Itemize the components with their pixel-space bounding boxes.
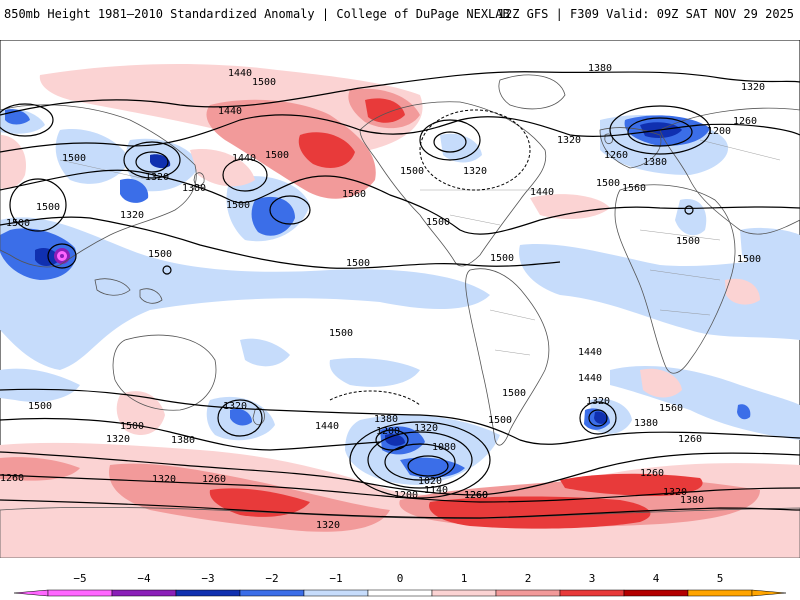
contour-label: 1260	[0, 473, 24, 484]
contour-label: 1320	[145, 172, 169, 183]
contour-label: 1260	[464, 490, 488, 501]
model-valid-time: 12Z GFS | F309 Valid: 09Z SAT NOV 29 202…	[497, 7, 794, 21]
contour-label: 1440	[315, 421, 339, 432]
contour-label: 1260	[640, 468, 664, 479]
contour-label: 1320	[414, 423, 438, 434]
contour-label: 1320	[741, 82, 765, 93]
contour-label: 1140	[424, 485, 448, 496]
colorbar-svg: −5 −4 −3 −2 −1 0 1 2 3 4 5	[13, 572, 787, 597]
colorbar-arrow-left	[13, 589, 49, 597]
contour-label: 1320	[152, 474, 176, 485]
anomaly-pos3-fill	[209, 98, 703, 529]
contour-label: 1500	[400, 166, 424, 177]
contour-label: 1500	[329, 328, 353, 339]
contour-label: 1440	[578, 373, 602, 384]
contour-label: 1560	[622, 183, 646, 194]
colorbar-arrow-right	[751, 589, 787, 597]
contour-label: 1320	[120, 210, 144, 221]
product-title: 850mb Height 1981–2010 Standardized Anom…	[4, 7, 510, 21]
contour-label: 1080	[432, 442, 456, 453]
contour-label: 1500	[502, 388, 526, 399]
contour-label: 1500	[676, 236, 700, 247]
tick-label: 0	[397, 572, 404, 585]
contour-label: 1320	[316, 520, 340, 531]
contour-label: 1500	[148, 249, 172, 260]
contour-label: 1380	[171, 435, 195, 446]
tick-label: 3	[589, 572, 596, 585]
contour-label: 1500	[737, 254, 761, 265]
contour-label: 1440	[218, 106, 242, 117]
contour-labels: 1440 1500 1380 1320 1260 1200 1320 1500 …	[0, 63, 765, 531]
contour-label: 1320	[663, 487, 687, 498]
contour-label: 1320	[557, 135, 581, 146]
political-borders	[59, 139, 781, 356]
contour-label: 1380	[374, 414, 398, 425]
contour-label: 1380	[634, 418, 658, 429]
tick-label: −2	[265, 572, 278, 585]
contour-label: 1200	[376, 426, 400, 437]
contour-label: 1500	[346, 258, 370, 269]
anomaly-map[interactable]: 1440 1500 1380 1320 1260 1200 1320 1500 …	[0, 40, 800, 558]
contour-label: 1440	[578, 347, 602, 358]
anomaly-neg2-fill	[0, 109, 751, 478]
colorbar-ticklabels: −5 −4 −3 −2 −1 0 1 2 3 4 5	[73, 572, 723, 585]
contour-label: 1500	[62, 153, 86, 164]
contour-label: 1320	[223, 401, 247, 412]
colorbar-swatches	[13, 589, 787, 597]
contour-label: 1380	[643, 157, 667, 168]
contour-label: 1200	[707, 126, 731, 137]
contour-label: 1560	[342, 189, 366, 200]
contour-label: 1560	[659, 403, 683, 414]
contour-label: 1380	[182, 183, 206, 194]
contour-label: 1500	[226, 200, 250, 211]
contour-label: 1020	[418, 476, 442, 487]
header-bar: 850mb Height 1981–2010 Standardized Anom…	[0, 0, 800, 30]
contour-label: 1320	[463, 166, 487, 177]
contour-label: 1440	[530, 187, 554, 198]
contour-label: 1500	[490, 253, 514, 264]
contour-label: 1260	[202, 474, 226, 485]
tick-label: −4	[137, 572, 151, 585]
tick-label: −1	[329, 572, 342, 585]
contour-label: 1500	[596, 178, 620, 189]
contour-label: 1260	[678, 434, 702, 445]
colorbar: −5 −4 −3 −2 −1 0 1 2 3 4 5	[0, 566, 800, 600]
contour-label: 1440	[232, 153, 256, 164]
anomaly-neg4-5-fill	[54, 248, 70, 264]
contour-label: 1500	[120, 421, 144, 432]
contour-label: 1200	[394, 490, 418, 501]
contour-label: 1500	[252, 77, 276, 88]
contour-label: 1500	[6, 218, 30, 229]
contour-label: 1500	[36, 202, 60, 213]
tick-label: −5	[73, 572, 86, 585]
tick-label: 1	[461, 572, 468, 585]
contour-label: 1380	[588, 63, 612, 74]
contour-label: 1380	[680, 495, 704, 506]
contour-label: 1320	[586, 396, 610, 407]
height-contours	[0, 71, 800, 519]
contour-label: 1500	[28, 401, 52, 412]
tick-label: 2	[525, 572, 532, 585]
tick-label: 5	[717, 572, 724, 585]
tick-label: 4	[653, 572, 660, 585]
contour-label: 1500	[265, 150, 289, 161]
map-svg: 1440 1500 1380 1320 1260 1200 1320 1500 …	[0, 40, 800, 558]
contour-label: 1260	[604, 150, 628, 161]
contour-label: 1500	[426, 217, 450, 228]
contour-label: 1260	[733, 116, 757, 127]
tick-label: −3	[201, 572, 214, 585]
coastlines	[0, 74, 800, 558]
dashed-contours	[329, 109, 531, 406]
contour-label: 1500	[488, 415, 512, 426]
contour-label: 1440	[228, 68, 252, 79]
contour-label: 1260	[464, 490, 488, 501]
contour-label: 1320	[106, 434, 130, 445]
